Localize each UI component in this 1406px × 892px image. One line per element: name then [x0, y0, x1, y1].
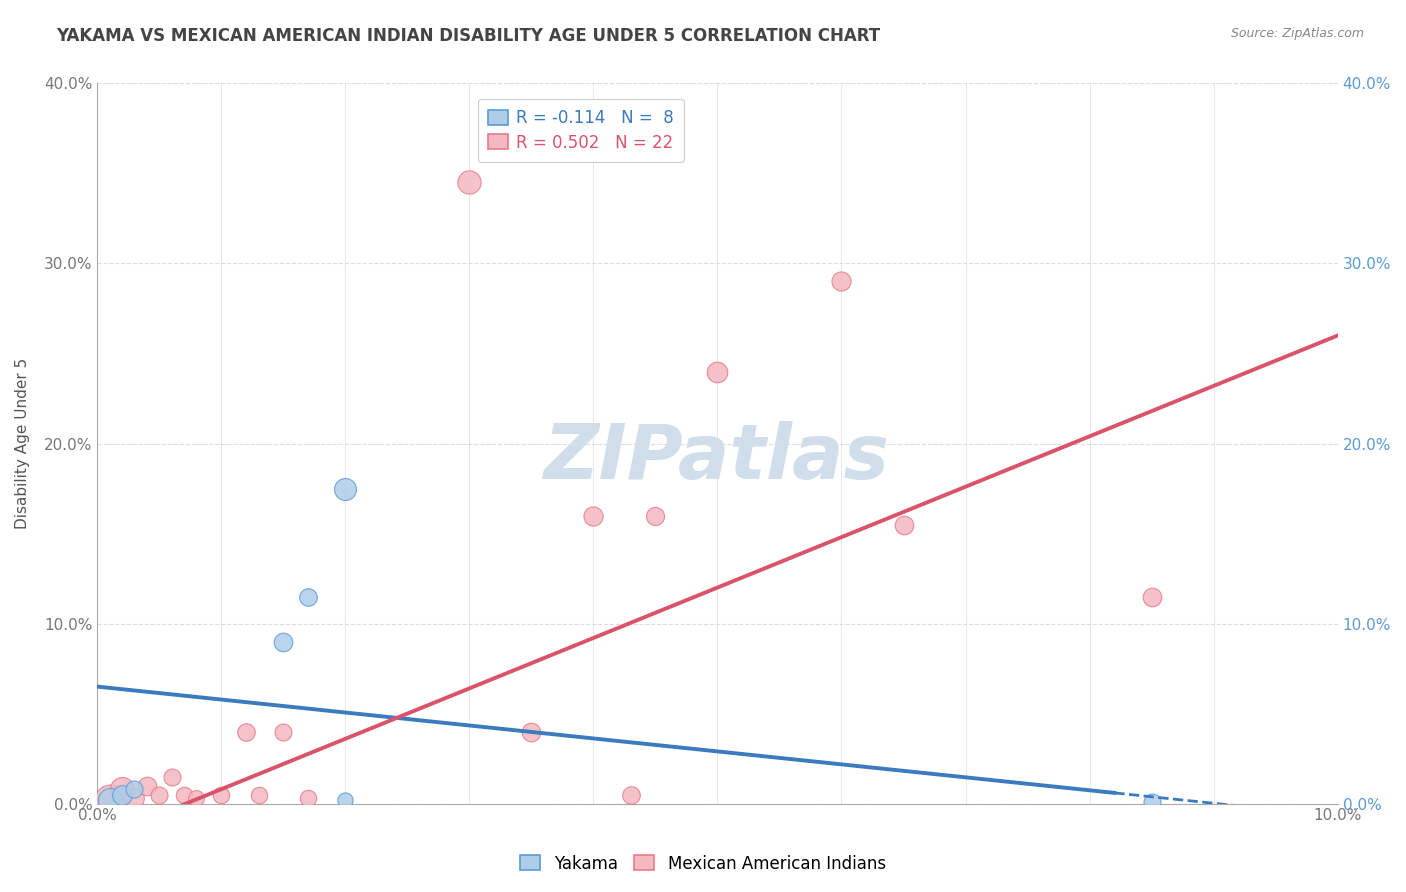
Point: [893, 517, 915, 532]
Point: [271, 724, 294, 739]
Legend: Yakama, Mexican American Indians: Yakama, Mexican American Indians: [513, 848, 893, 880]
Point: [830, 275, 852, 289]
Point: [247, 788, 270, 802]
Text: YAKAMA VS MEXICAN AMERICAN INDIAN DISABILITY AGE UNDER 5 CORRELATION CHART: YAKAMA VS MEXICAN AMERICAN INDIAN DISABI…: [56, 27, 880, 45]
Point: [271, 634, 294, 648]
Point: [620, 788, 643, 802]
Point: [148, 788, 170, 802]
Point: [124, 791, 146, 805]
Point: [1140, 590, 1163, 604]
Point: [111, 782, 134, 797]
Point: [98, 793, 121, 807]
Point: [235, 724, 257, 739]
Y-axis label: Disability Age Under 5: Disability Age Under 5: [15, 358, 30, 529]
Point: [644, 508, 666, 523]
Point: [135, 779, 157, 793]
Point: [335, 793, 357, 807]
Point: [706, 364, 728, 378]
Point: [160, 770, 183, 784]
Point: [520, 724, 543, 739]
Text: Source: ZipAtlas.com: Source: ZipAtlas.com: [1230, 27, 1364, 40]
Point: [1140, 795, 1163, 809]
Legend: R = -0.114   N =  8, R = 0.502   N = 22: R = -0.114 N = 8, R = 0.502 N = 22: [478, 99, 683, 161]
Text: ZIPatlas: ZIPatlas: [544, 421, 890, 495]
Point: [173, 788, 195, 802]
Point: [111, 788, 134, 802]
Point: [297, 590, 319, 604]
Point: [335, 482, 357, 496]
Point: [186, 791, 208, 805]
Point: [124, 782, 146, 797]
Point: [582, 508, 605, 523]
Point: [458, 176, 481, 190]
Point: [209, 788, 232, 802]
Point: [297, 791, 319, 805]
Point: [98, 793, 121, 807]
